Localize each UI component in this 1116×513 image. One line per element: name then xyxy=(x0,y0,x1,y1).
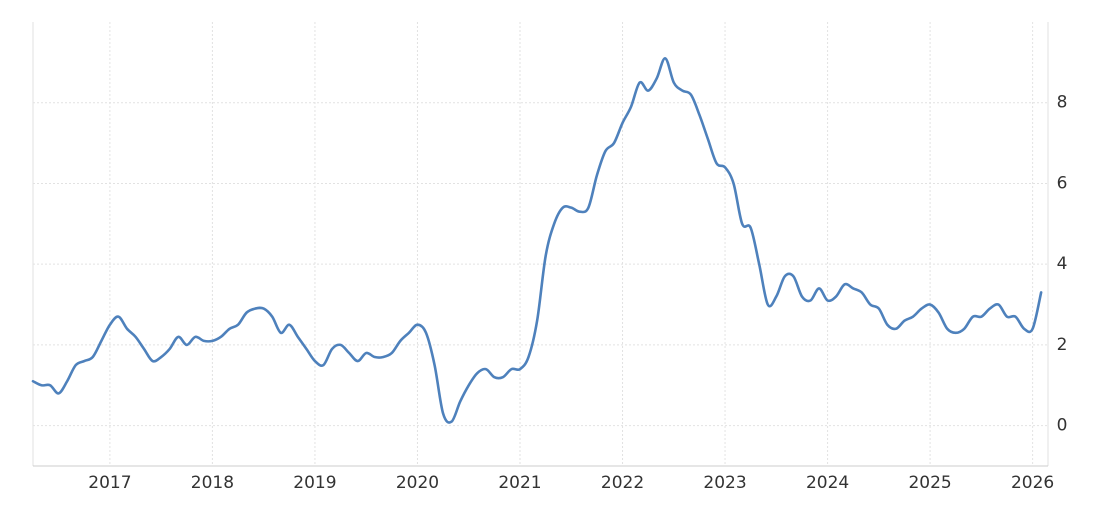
x-tick-label: 2022 xyxy=(601,473,644,493)
y-tick-label: 0 xyxy=(1057,416,1068,436)
y-tick-label: 6 xyxy=(1057,173,1068,193)
x-tick-label: 2025 xyxy=(908,473,951,493)
x-tick-label: 2026 xyxy=(1011,473,1054,493)
x-tick-label: 2024 xyxy=(806,473,849,493)
x-tick-label: 2020 xyxy=(396,473,439,493)
y-tick-label: 4 xyxy=(1057,254,1068,274)
x-tick-label: 2017 xyxy=(88,473,131,493)
x-tick-label: 2023 xyxy=(703,473,746,493)
y-tick-label: 2 xyxy=(1057,335,1068,355)
data-line xyxy=(31,57,1043,424)
x-tick-label: 2021 xyxy=(498,473,541,493)
x-tick-label: 2019 xyxy=(293,473,336,493)
x-tick-label: 2018 xyxy=(191,473,234,493)
y-tick-label: 8 xyxy=(1057,93,1068,113)
